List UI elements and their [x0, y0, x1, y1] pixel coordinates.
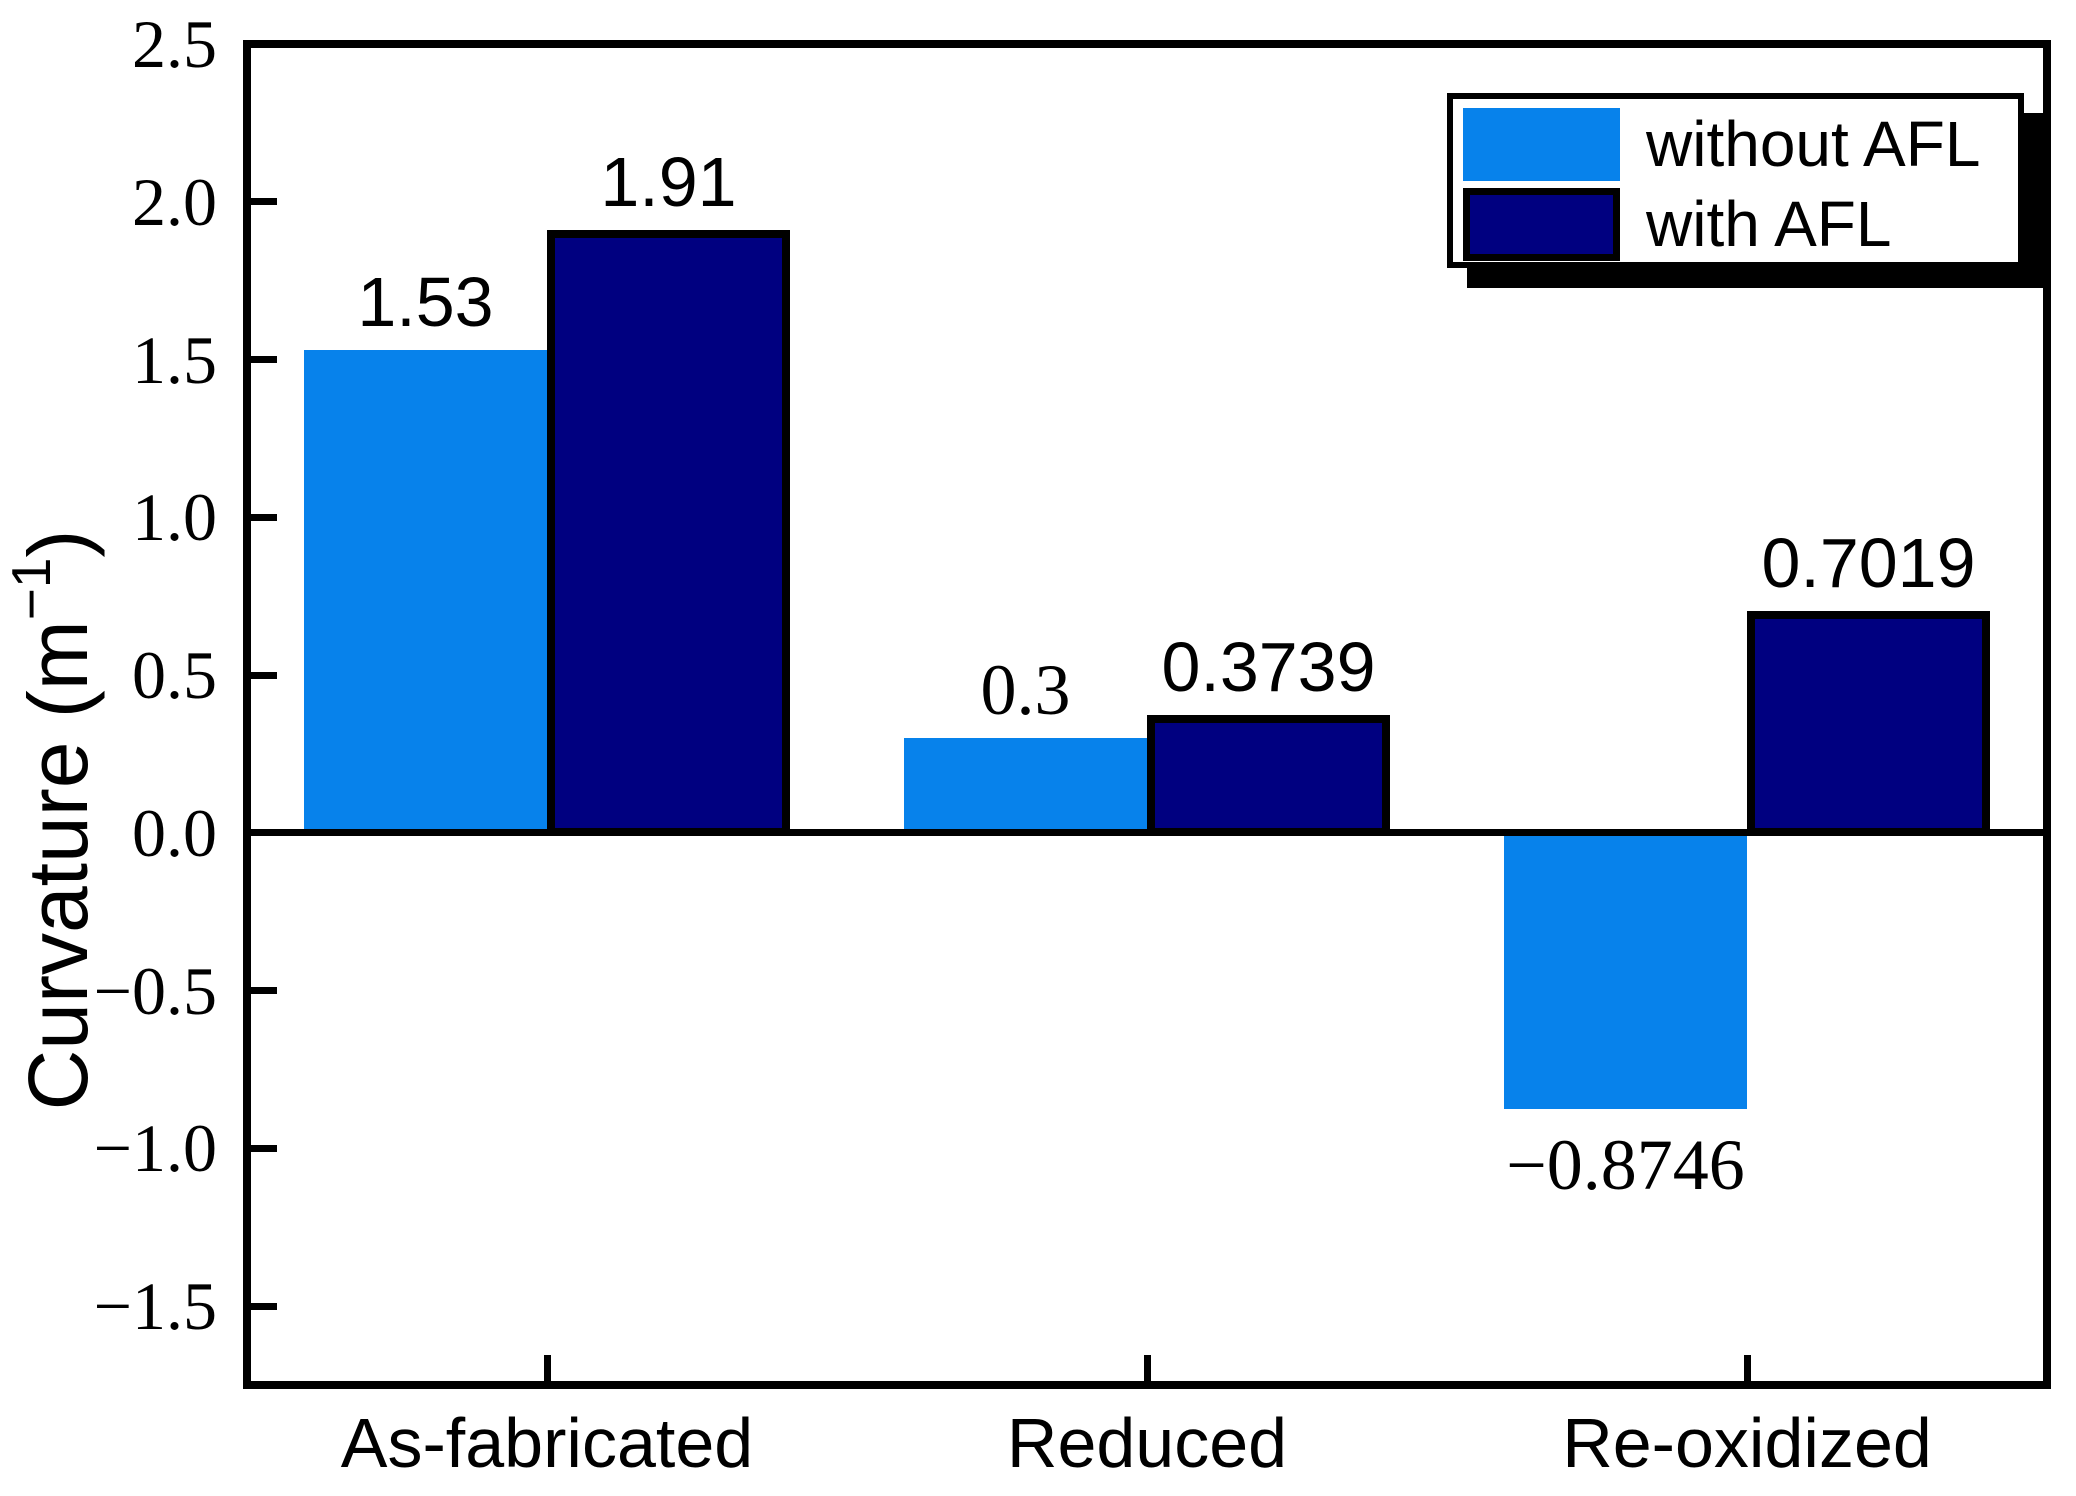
x-category-label: Reduced — [1006, 1404, 1288, 1482]
y-tick — [251, 356, 277, 364]
x-tick — [543, 1355, 551, 1381]
y-tick-label: 0.5 — [132, 637, 217, 714]
legend-swatch-without-afl — [1463, 107, 1620, 181]
bar-without-afl-0 — [304, 350, 547, 833]
bar-value-label: 1.53 — [357, 263, 494, 342]
y-axis-title: Curvature (m−1) — [0, 420, 110, 1220]
y-tick-label: −0.5 — [93, 952, 217, 1029]
bar-without-afl-2 — [1504, 832, 1747, 1109]
zero-axis-line — [247, 829, 2047, 837]
legend: without AFL with AFL — [1447, 93, 2024, 268]
bar-value-label: −0.8746 — [1506, 1124, 1745, 1205]
x-tick — [1143, 1355, 1151, 1381]
y-tick-label: 2.0 — [132, 163, 217, 240]
y-tick — [251, 198, 277, 206]
legend-swatch-with-afl — [1463, 187, 1620, 261]
legend-entry-without-afl: without AFL — [1463, 104, 2018, 184]
y-tick-label: 1.5 — [132, 321, 217, 398]
y-tick — [251, 987, 277, 995]
y-tick-label: 2.5 — [132, 6, 217, 82]
y-tick-label: −1.0 — [93, 1110, 217, 1187]
y-tick — [251, 1302, 277, 1310]
legend-entry-with-afl: with AFL — [1463, 184, 2018, 264]
x-category-label: Re-oxidized — [1562, 1404, 1932, 1482]
bar-value-label: 0.7019 — [1761, 524, 1976, 603]
y-tick — [251, 513, 277, 521]
bar-without-afl-1 — [904, 738, 1147, 833]
bar-with-afl-2 — [1747, 611, 1990, 836]
bar-with-afl-0 — [547, 230, 790, 836]
y-tick-label: −1.5 — [93, 1268, 217, 1345]
bar-value-label: 0.3739 — [1161, 627, 1376, 706]
y-axis-title-text: Curvature (m — [11, 620, 105, 1111]
y-tick — [251, 1144, 277, 1152]
y-axis-title-superscript: −1 — [0, 557, 62, 621]
legend-label-without-afl: without AFL — [1646, 108, 1981, 180]
y-axis-title-close: ) — [11, 529, 105, 558]
legend-label-with-afl: with AFL — [1646, 188, 1892, 260]
y-tick — [251, 671, 277, 679]
bar-value-label: 0.3 — [980, 650, 1071, 731]
bar-value-label: 1.91 — [600, 143, 737, 222]
x-tick — [1743, 1355, 1751, 1381]
y-tick-label: 0.0 — [132, 794, 217, 871]
y-tick-label: 1.0 — [132, 479, 217, 556]
x-category-label: As-fabricated — [340, 1404, 754, 1482]
plot-area — [243, 40, 2051, 1389]
